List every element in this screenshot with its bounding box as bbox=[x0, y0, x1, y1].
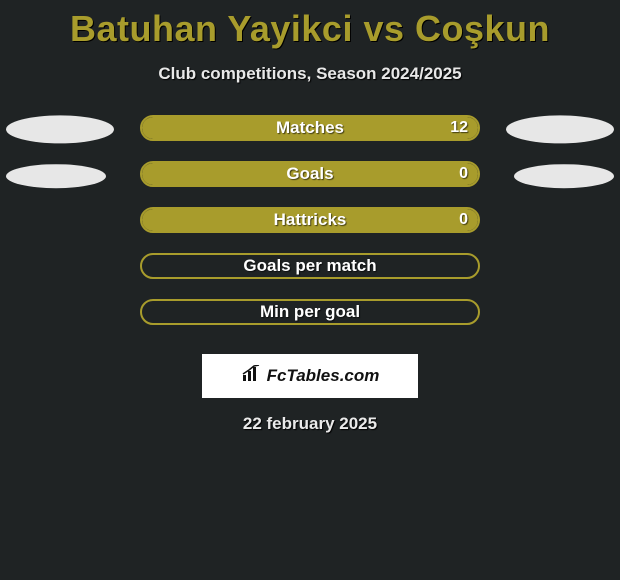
stat-ellipse-right bbox=[506, 115, 614, 143]
stat-bar-fill bbox=[142, 117, 478, 139]
stat-bar-fill bbox=[142, 209, 478, 231]
stat-row: Hattricks0 bbox=[0, 204, 620, 250]
stat-bar: Goals per match bbox=[140, 253, 480, 279]
stats-section: Matches12 Goals0 Hattricks0 Goals per match… bbox=[0, 112, 620, 342]
logo-box: FcTables.com bbox=[202, 354, 418, 398]
stat-ellipse-left bbox=[6, 164, 106, 188]
date-label: 22 february 2025 bbox=[0, 414, 620, 434]
stat-value: 0 bbox=[459, 209, 468, 231]
stat-label: Min per goal bbox=[142, 301, 478, 323]
stat-ellipse-right bbox=[514, 164, 614, 188]
stat-bar: Min per goal bbox=[140, 299, 480, 325]
stat-label: Goals per match bbox=[142, 255, 478, 277]
stat-row: Goals0 bbox=[0, 158, 620, 204]
logo-text: FcTables.com bbox=[267, 366, 380, 386]
stat-value: 0 bbox=[459, 163, 468, 185]
page-title: Batuhan Yayikci vs Coşkun bbox=[0, 0, 620, 50]
page-subtitle: Club competitions, Season 2024/2025 bbox=[0, 64, 620, 84]
stat-bar: Hattricks0 bbox=[140, 207, 480, 233]
stat-bar-fill bbox=[142, 163, 478, 185]
stat-bar: Goals0 bbox=[140, 161, 480, 187]
stat-row: Goals per match bbox=[0, 250, 620, 296]
stat-row: Min per goal bbox=[0, 296, 620, 342]
stat-ellipse-left bbox=[6, 115, 114, 143]
stat-row: Matches12 bbox=[0, 112, 620, 158]
stat-bar: Matches12 bbox=[140, 115, 480, 141]
stat-value: 12 bbox=[450, 117, 468, 139]
bar-chart-icon bbox=[241, 365, 263, 388]
